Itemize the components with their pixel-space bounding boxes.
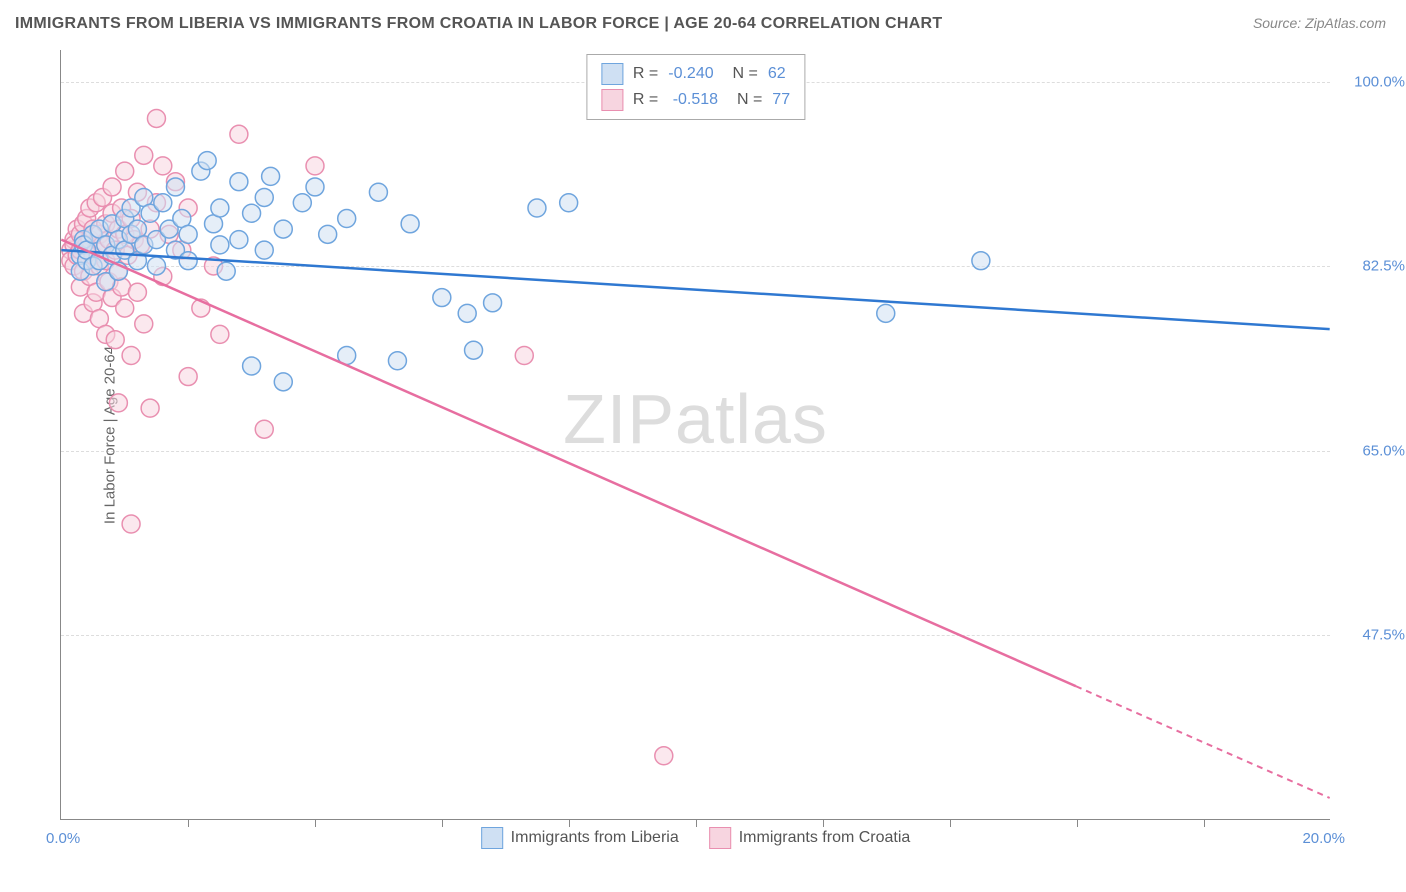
x-tick bbox=[569, 819, 570, 827]
scatter-point bbox=[401, 215, 419, 233]
y-tick-label: 47.5% bbox=[1340, 627, 1405, 644]
x-tick bbox=[1077, 819, 1078, 827]
legend-item-liberia: Immigrants from Liberia bbox=[481, 827, 679, 849]
legend-swatch-liberia bbox=[481, 827, 503, 849]
legend-swatch-croatia bbox=[709, 827, 731, 849]
scatter-point bbox=[230, 125, 248, 143]
scatter-point bbox=[166, 178, 184, 196]
scatter-point bbox=[262, 167, 280, 185]
scatter-point bbox=[109, 394, 127, 412]
source-label: Source: ZipAtlas.com bbox=[1253, 15, 1386, 31]
scatter-point bbox=[274, 220, 292, 238]
scatter-point bbox=[560, 194, 578, 212]
scatter-point bbox=[122, 515, 140, 533]
scatter-point bbox=[655, 747, 673, 765]
y-tick-label: 65.0% bbox=[1340, 442, 1405, 459]
x-tick bbox=[442, 819, 443, 827]
scatter-point bbox=[243, 357, 261, 375]
scatter-point bbox=[211, 325, 229, 343]
x-tick bbox=[1204, 819, 1205, 827]
scatter-point bbox=[106, 331, 124, 349]
scatter-point bbox=[484, 294, 502, 312]
x-tick bbox=[315, 819, 316, 827]
legend-n-val-1: 62 bbox=[768, 65, 786, 83]
scatter-point bbox=[122, 347, 140, 365]
scatter-point bbox=[135, 315, 153, 333]
scatter-point bbox=[154, 157, 172, 175]
legend-swatch-1 bbox=[601, 63, 623, 85]
scatter-point bbox=[369, 183, 387, 201]
scatter-point bbox=[179, 368, 197, 386]
x-axis-max-label: 20.0% bbox=[1302, 830, 1345, 847]
scatter-point bbox=[433, 289, 451, 307]
legend-swatch-2 bbox=[601, 89, 623, 111]
legend-n-val-2: 77 bbox=[772, 91, 790, 109]
x-tick bbox=[823, 819, 824, 827]
legend-r-label-1: R = bbox=[633, 65, 658, 83]
scatter-point bbox=[255, 188, 273, 206]
scatter-point bbox=[179, 225, 197, 243]
scatter-point bbox=[116, 162, 134, 180]
legend-label-croatia: Immigrants from Croatia bbox=[739, 829, 911, 847]
scatter-point bbox=[141, 399, 159, 417]
regression-line bbox=[61, 250, 1329, 329]
scatter-point bbox=[116, 299, 134, 317]
legend-r-val-1: -0.240 bbox=[668, 65, 713, 83]
scatter-point bbox=[972, 252, 990, 270]
scatter-point bbox=[154, 194, 172, 212]
scatter-point bbox=[255, 420, 273, 438]
scatter-point bbox=[306, 178, 324, 196]
scatter-point bbox=[147, 109, 165, 127]
x-axis-min-label: 0.0% bbox=[46, 830, 80, 847]
scatter-point bbox=[388, 352, 406, 370]
scatter-point bbox=[135, 146, 153, 164]
scatter-point bbox=[103, 178, 121, 196]
scatter-point bbox=[217, 262, 235, 280]
scatter-point bbox=[274, 373, 292, 391]
legend-r-label-2: R = bbox=[633, 91, 658, 109]
scatter-point bbox=[211, 236, 229, 254]
scatter-point bbox=[230, 173, 248, 191]
legend-label-liberia: Immigrants from Liberia bbox=[511, 829, 679, 847]
x-tick bbox=[696, 819, 697, 827]
y-tick-label: 100.0% bbox=[1340, 73, 1405, 90]
scatter-point bbox=[319, 225, 337, 243]
legend-item-croatia: Immigrants from Croatia bbox=[709, 827, 911, 849]
chart-title: IMMIGRANTS FROM LIBERIA VS IMMIGRANTS FR… bbox=[15, 15, 942, 33]
legend-n-label-1: N = bbox=[724, 65, 758, 83]
scatter-point bbox=[147, 257, 165, 275]
scatter-point bbox=[230, 231, 248, 249]
scatter-point bbox=[179, 252, 197, 270]
regression-line bbox=[61, 240, 1076, 687]
x-tick bbox=[950, 819, 951, 827]
scatter-point bbox=[458, 304, 476, 322]
scatter-point bbox=[255, 241, 273, 259]
scatter-point bbox=[528, 199, 546, 217]
legend-r-val-2: -0.518 bbox=[668, 91, 718, 109]
scatter-point bbox=[515, 347, 533, 365]
x-tick bbox=[188, 819, 189, 827]
y-tick-label: 82.5% bbox=[1340, 258, 1405, 275]
scatter-point bbox=[128, 283, 146, 301]
scatter-point bbox=[198, 152, 216, 170]
scatter-point bbox=[338, 210, 356, 228]
legend-row-series-2: R = -0.518 N = 77 bbox=[601, 87, 790, 113]
scatter-point bbox=[211, 199, 229, 217]
series-legend: Immigrants from Liberia Immigrants from … bbox=[481, 827, 911, 849]
correlation-legend: R = -0.240 N = 62 R = -0.518 N = 77 bbox=[586, 54, 805, 120]
regression-line-dashed bbox=[1076, 686, 1330, 798]
legend-n-label-2: N = bbox=[728, 91, 762, 109]
scatter-point bbox=[465, 341, 483, 359]
scatter-point bbox=[243, 204, 261, 222]
scatter-svg bbox=[61, 50, 1330, 819]
scatter-point bbox=[306, 157, 324, 175]
scatter-point bbox=[877, 304, 895, 322]
plot-area: ZIPatlas 47.5%65.0%82.5%100.0% In Labor … bbox=[60, 50, 1330, 820]
scatter-point bbox=[293, 194, 311, 212]
legend-row-series-1: R = -0.240 N = 62 bbox=[601, 61, 790, 87]
